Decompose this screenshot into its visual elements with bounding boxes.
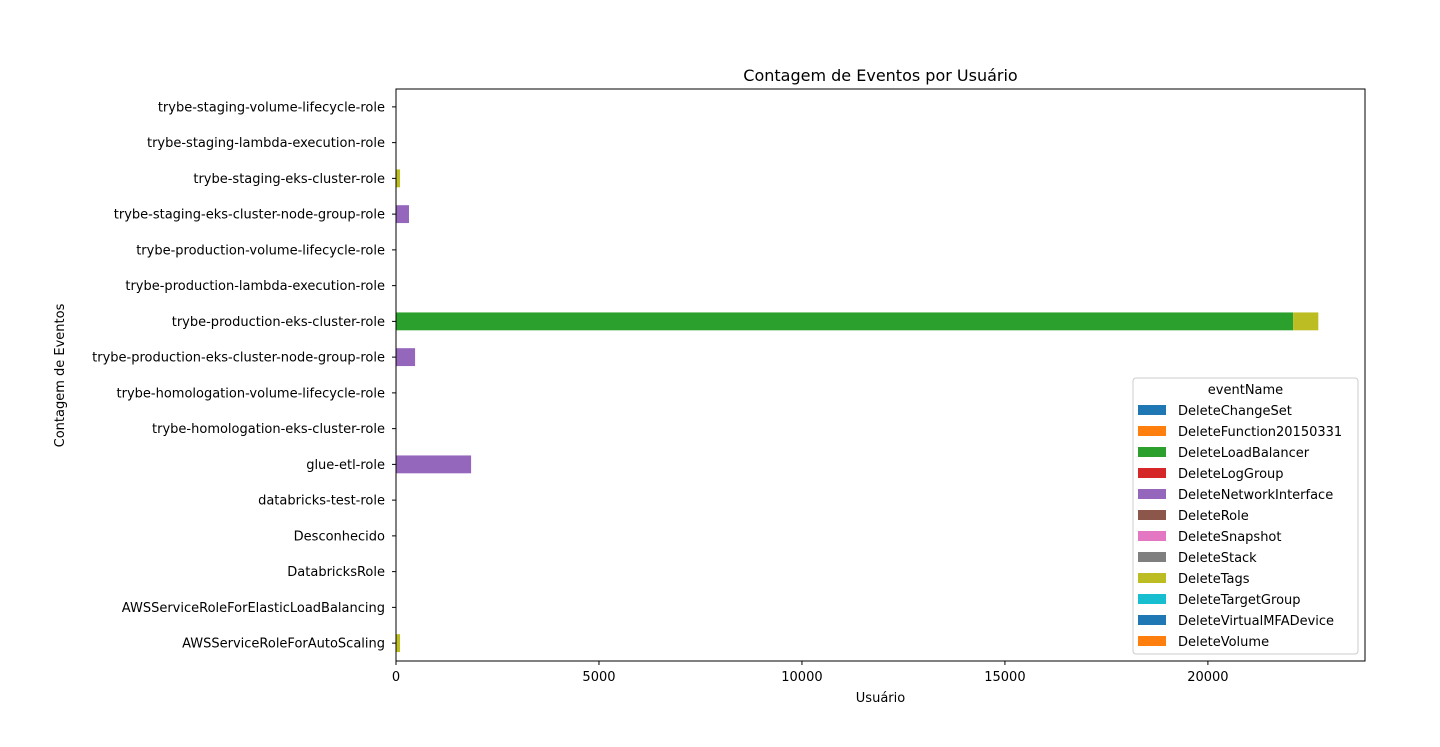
bar-segment [396,312,1294,331]
x-axis: 0 5000 10000 15000 20000 [392,661,1229,685]
legend-swatch [1138,405,1166,415]
y-tick-label: Desconhecido [294,529,385,544]
legend-swatch [1138,531,1166,541]
legend-label: DeleteVirtualMFADevice [1178,614,1334,629]
y-axis: AWSServiceRoleForAutoScaling AWSServiceRo… [92,100,396,652]
legend-label: DeleteNetworkInterface [1178,488,1333,503]
legend-swatch [1138,468,1166,478]
bars-layer [396,169,1319,653]
legend-label: DeleteSnapshot [1178,530,1282,545]
legend-label: DeleteFunction20150331 [1178,425,1342,440]
legend-swatch [1138,573,1166,583]
legend-label: DeleteChangeSet [1178,404,1292,419]
legend-swatch [1138,552,1166,562]
y-tick-label: trybe-staging-eks-cluster-node-group-rol… [114,208,385,223]
y-axis-label: Contagem de Eventos [53,303,68,447]
legend-swatch [1138,615,1166,625]
y-tick-label: DatabricksRole [287,565,385,580]
x-tick-label: 5000 [582,670,615,685]
y-tick-label: databricks-test-role [258,494,385,509]
chart-title: Contagem de Eventos por Usuário [743,66,1017,85]
legend-label: DeleteLoadBalancer [1178,446,1310,461]
legend-swatch [1138,636,1166,646]
legend-swatch [1138,510,1166,520]
bar-segment [1293,312,1319,331]
bar-segment [396,455,472,474]
legend-box [1132,377,1359,655]
y-tick-label: trybe-production-lambda-execution-role [125,279,385,294]
legend-label: DeleteTargetGroup [1178,593,1301,608]
y-tick-label: glue-etl-role [306,458,385,473]
x-axis-label: Usuário [856,691,905,706]
y-tick-label: trybe-homologation-volume-lifecycle-role [117,386,385,401]
legend-swatch [1138,489,1166,499]
y-tick-label: trybe-staging-lambda-execution-role [147,136,385,151]
legend-label: DeleteVolume [1178,635,1269,650]
legend: eventName DeleteChangeSet DeleteFunction2… [1132,377,1359,655]
legend-swatch [1138,426,1166,436]
x-tick-label: 10000 [781,670,822,685]
legend-swatch [1138,594,1166,604]
legend-label: DeleteTags [1178,572,1250,587]
bar-segment [396,348,416,367]
bar-segment [396,634,401,653]
y-tick-label: trybe-homologation-eks-cluster-role [152,422,385,437]
legend-items: DeleteChangeSet DeleteFunction20150331 Del… [1138,404,1342,650]
y-tick-label: trybe-production-volume-lifecycle-role [136,243,385,258]
y-tick-label: AWSServiceRoleForAutoScaling [182,637,385,652]
y-tick-label: trybe-production-eks-cluster-node-group-… [92,351,385,366]
x-tick-label: 15000 [984,670,1025,685]
legend-label: DeleteStack [1178,551,1257,566]
x-tick-label: 20000 [1187,670,1228,685]
legend-label: DeleteRole [1178,509,1249,524]
bar-segment [396,169,401,188]
legend-label: DeleteLogGroup [1178,467,1284,482]
legend-swatch [1138,447,1166,457]
x-tick-label: 0 [392,670,400,685]
y-tick-label: trybe-staging-eks-cluster-role [193,172,385,187]
y-tick-label: trybe-production-eks-cluster-role [172,315,385,330]
y-tick-label: AWSServiceRoleForElasticLoadBalancing [122,601,385,616]
y-tick-label: trybe-staging-volume-lifecycle-role [158,100,385,115]
plot-frame [395,88,1366,662]
bar-segment [396,205,409,224]
legend-title: eventName [1208,383,1283,398]
